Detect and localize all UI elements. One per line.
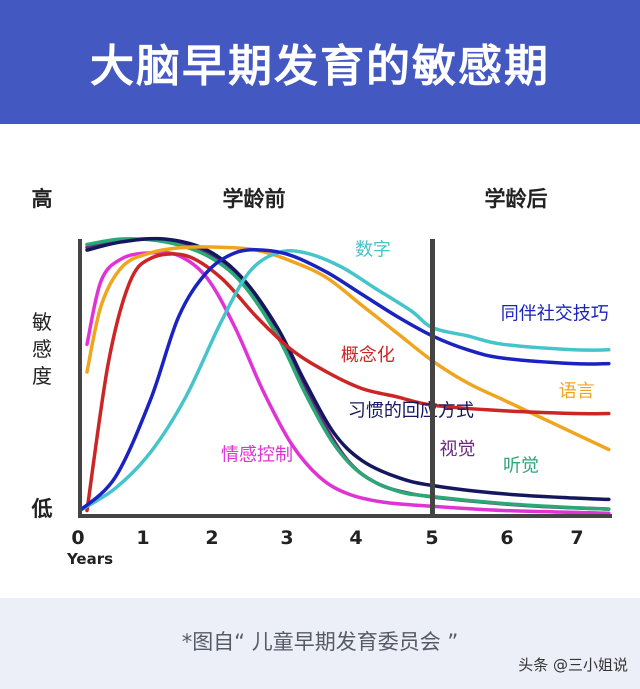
series-line xyxy=(85,237,611,511)
series-label: 习惯的回应方式 xyxy=(348,400,474,421)
x-tick-label: 0 xyxy=(71,527,84,549)
series-label: 情感控制 xyxy=(221,445,293,466)
series-line xyxy=(78,248,611,513)
region-label-preschool: 学龄前 xyxy=(223,187,286,211)
series-label: 听觉 xyxy=(503,456,539,477)
axes: 0 1 2 3 4 5 6 7 xyxy=(71,239,612,549)
series-label: 同伴社交技巧 xyxy=(501,303,609,324)
series-label: 数字 xyxy=(355,240,391,261)
series-label: 视觉 xyxy=(440,439,476,460)
y-axis-label-char: 敏 xyxy=(32,310,52,334)
y-axis-label-char: 感 xyxy=(32,337,52,361)
series-lines xyxy=(78,236,611,515)
y-high-label: 高 xyxy=(32,187,53,211)
watermark: 头条 @三小姐说 xyxy=(518,656,628,674)
x-axis-label: Years xyxy=(66,550,113,568)
chart-area: 高 低 学龄前 学龄后 Years 敏感度 情感控制 视觉听觉 习惯的回应方式 语言 概… xyxy=(0,124,640,598)
source-caption: *图自“ 儿童早期发育委员会 ” xyxy=(181,630,459,654)
region-label-school: 学龄后 xyxy=(485,187,548,211)
series-label: 概念化 xyxy=(341,344,395,366)
x-tick-label: 7 xyxy=(570,527,583,549)
series-label: 语言 xyxy=(559,381,595,402)
x-tick-label: 2 xyxy=(205,527,218,549)
page-title: 大脑早期发育的敏感期 xyxy=(90,41,550,92)
x-tick-label: 5 xyxy=(425,527,438,549)
series-line xyxy=(78,249,611,513)
series-line xyxy=(85,236,611,502)
x-tick-label: 3 xyxy=(280,527,293,549)
x-tick-label: 6 xyxy=(500,527,513,549)
y-low-label: 低 xyxy=(31,497,53,521)
x-tick-label: 1 xyxy=(136,527,149,549)
header-banner: 大脑早期发育的敏感期 xyxy=(0,0,640,124)
x-tick-label: 4 xyxy=(349,527,362,549)
y-axis-label: 敏感度 xyxy=(32,310,52,388)
series-line xyxy=(85,252,611,513)
footer: *图自“ 儿童早期发育委员会 ” 头条 @三小姐说 xyxy=(0,598,640,689)
series-line xyxy=(85,245,611,452)
y-axis-label-char: 度 xyxy=(32,364,52,388)
